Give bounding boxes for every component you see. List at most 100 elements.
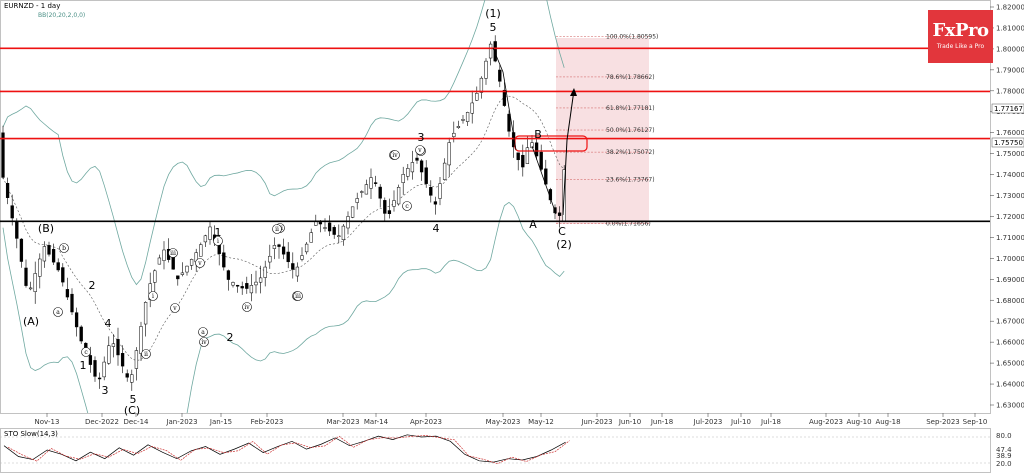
wave-label: 1 <box>215 226 222 239</box>
candle-body <box>557 212 562 216</box>
candle-body <box>5 182 10 198</box>
x-tick-label: Jun-2023 <box>580 418 612 426</box>
candle-body <box>231 282 235 286</box>
roman-label: iii <box>170 250 176 257</box>
candle-body <box>107 345 111 364</box>
y-tick-label: 1.80000 <box>996 45 1024 53</box>
candle-body <box>341 225 346 240</box>
y-tick-label: 1.78000 <box>996 87 1024 95</box>
sto-line-k <box>3 434 566 463</box>
roman-circle <box>59 243 69 253</box>
y-tick-label: 1.82000 <box>996 4 1024 12</box>
candle-body <box>337 235 341 237</box>
bb-lower <box>2 201 565 413</box>
candle-body <box>346 216 350 229</box>
wave-label: A <box>529 218 537 231</box>
wave-label: (B) <box>38 222 54 235</box>
x-tick-label: Sep-2023 <box>926 418 960 426</box>
candle-body <box>364 184 369 195</box>
candle-body <box>360 191 364 193</box>
candle-body <box>291 263 295 270</box>
candle-body <box>429 187 433 196</box>
roman-label: ii <box>275 226 279 233</box>
candle-body <box>355 198 359 203</box>
candle-body <box>447 142 451 166</box>
candle-body <box>79 326 83 342</box>
sto-tick-80: 80.0 <box>996 432 1012 440</box>
roman-label: i <box>217 238 219 245</box>
candle-body <box>15 221 19 239</box>
fib-label: 38.2%(1.75072) <box>606 149 655 156</box>
candle-body <box>525 147 530 164</box>
roman-circle <box>390 150 400 160</box>
candle-body <box>162 249 166 261</box>
candle-body <box>300 255 304 260</box>
y-tick-label: 1.76000 <box>996 129 1024 137</box>
candle-body <box>534 142 539 157</box>
candle-body <box>47 245 51 255</box>
x-tick-label: Jan-15 <box>209 418 232 426</box>
wave-label: 5 <box>490 21 497 34</box>
x-tick-label: Jul-2023 <box>693 418 723 426</box>
wave-label: C <box>558 225 566 238</box>
wave-label: 1 <box>80 359 87 372</box>
y-tick-label: 1.81000 <box>996 24 1024 32</box>
x-tick-label: Mar-14 <box>364 418 389 426</box>
candle-body <box>396 187 401 205</box>
y-tick-label: 1.69000 <box>996 276 1024 284</box>
candle-body <box>33 273 37 292</box>
candle-body <box>373 182 378 184</box>
candle-body <box>530 142 534 148</box>
roman-label: a <box>201 329 205 336</box>
candle-body <box>272 245 277 249</box>
candle-body <box>415 157 419 161</box>
candle-body <box>102 361 106 378</box>
candle-body <box>502 89 507 106</box>
candle-body <box>153 270 157 283</box>
x-tick-label: Aug-2023 <box>809 418 843 426</box>
candle-body <box>470 102 474 114</box>
roman-circle <box>141 349 151 359</box>
fib-label: 61.8%(1.77181) <box>606 105 655 112</box>
candle-body <box>438 183 442 199</box>
candle-body <box>240 286 244 289</box>
candle-body <box>61 267 65 283</box>
x-tick-label: Feb-2023 <box>251 418 284 426</box>
wave-label: 2 <box>227 331 234 344</box>
wave-label: B <box>534 128 542 141</box>
candle-body <box>125 373 129 378</box>
candle-body <box>51 248 56 263</box>
roman-circle <box>195 258 205 268</box>
candle-body <box>19 238 24 262</box>
y-tick-label: 1.70000 <box>996 255 1024 263</box>
candle-body <box>134 350 139 369</box>
x-tick-label: Aug-10 <box>846 418 871 426</box>
forecast-arrow <box>562 89 575 216</box>
svg-text:1.75750: 1.75750 <box>994 139 1023 147</box>
candle-body <box>199 244 203 257</box>
candle-body <box>484 60 488 79</box>
roman-label: a <box>56 309 60 316</box>
x-tick-label: Apr-2023 <box>410 418 442 426</box>
y-tick-label: 1.68000 <box>996 297 1024 305</box>
y-tick-label: 1.66000 <box>996 339 1024 347</box>
roman-circle <box>170 303 180 313</box>
candle-body <box>350 206 355 218</box>
candle-body <box>410 162 415 173</box>
x-tick-label: Aug-18 <box>875 418 900 426</box>
y-tick-label: 1.65000 <box>996 360 1024 368</box>
bb-upper <box>2 0 565 286</box>
candle-body <box>180 272 185 275</box>
candle-body <box>97 377 102 380</box>
candle-body <box>401 174 405 183</box>
candle-body <box>493 41 497 62</box>
candle-body <box>116 339 120 356</box>
wave-line-2 <box>531 145 557 215</box>
x-tick-label: Jul-18 <box>760 418 781 426</box>
candle-body <box>406 168 410 177</box>
y-tick-label: 1.67000 <box>996 318 1024 326</box>
candle-body <box>28 287 33 290</box>
candle-body <box>286 251 290 263</box>
candle-body <box>281 246 286 255</box>
candle-body <box>226 270 231 280</box>
